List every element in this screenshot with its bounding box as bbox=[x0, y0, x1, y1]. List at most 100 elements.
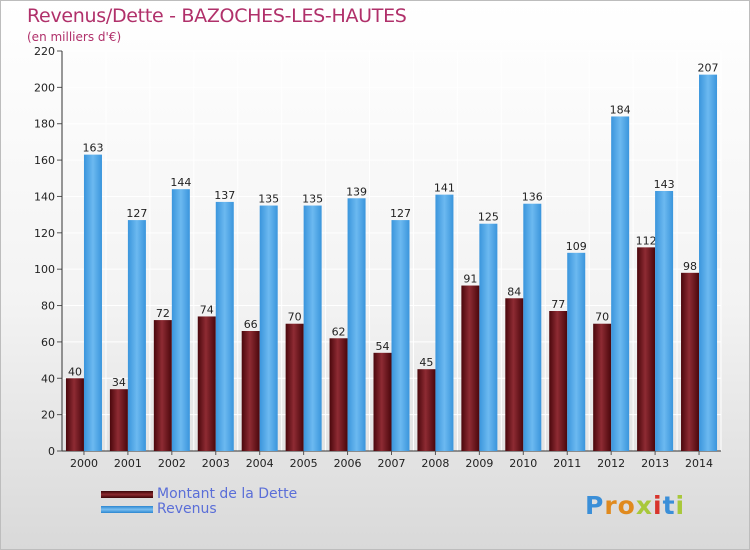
y-tick-label: 100 bbox=[34, 263, 55, 276]
bar-revenue bbox=[523, 203, 542, 451]
data-label-debt: 66 bbox=[244, 318, 258, 331]
data-label-debt: 72 bbox=[156, 307, 170, 320]
bar-revenue bbox=[215, 201, 234, 451]
data-label-revenue: 144 bbox=[170, 176, 191, 189]
bar-revenue bbox=[699, 74, 718, 452]
data-label-revenue: 143 bbox=[654, 178, 675, 191]
x-tick-label: 2001 bbox=[114, 457, 142, 470]
y-tick-label: 220 bbox=[34, 45, 55, 58]
bar-debt bbox=[109, 389, 128, 451]
data-label-debt: 98 bbox=[683, 260, 697, 273]
y-tick-label: 80 bbox=[41, 300, 55, 313]
y-tick-label: 140 bbox=[34, 190, 55, 203]
bar-debt bbox=[65, 378, 84, 451]
data-label-debt: 84 bbox=[507, 285, 521, 298]
chart-subtitle: (en milliers d'€) bbox=[27, 30, 122, 44]
data-label-revenue: 184 bbox=[610, 103, 631, 116]
bar-revenue bbox=[611, 116, 630, 452]
bar-revenue bbox=[171, 189, 190, 451]
data-label-debt: 62 bbox=[332, 325, 346, 338]
bar-revenue bbox=[127, 220, 146, 451]
data-label-debt: 70 bbox=[288, 311, 302, 324]
y-tick-label: 0 bbox=[48, 445, 55, 458]
logo-letter: i bbox=[675, 491, 686, 520]
y-tick-label: 160 bbox=[34, 154, 55, 167]
data-label-debt: 54 bbox=[376, 340, 390, 353]
data-label-revenue: 136 bbox=[522, 191, 543, 204]
x-tick-label: 2009 bbox=[465, 457, 493, 470]
data-label-revenue: 163 bbox=[82, 142, 103, 155]
data-label-debt: 45 bbox=[419, 356, 433, 369]
bar-revenue bbox=[479, 223, 498, 451]
data-label-debt: 34 bbox=[112, 376, 126, 389]
data-label-revenue: 125 bbox=[478, 211, 499, 224]
bar-revenue bbox=[435, 194, 454, 452]
data-label-debt: 91 bbox=[463, 273, 477, 286]
legend-label-debt: Montant de la Dette bbox=[157, 486, 298, 502]
x-tick-label: 2011 bbox=[553, 457, 581, 470]
legend-swatch-revenue bbox=[101, 506, 153, 513]
data-label-revenue: 127 bbox=[390, 207, 411, 220]
bar-revenue bbox=[259, 205, 278, 451]
bar-debt bbox=[505, 298, 524, 451]
x-tick-label: 2008 bbox=[421, 457, 449, 470]
logo-letter: x bbox=[635, 491, 653, 520]
bar-debt bbox=[461, 285, 480, 451]
x-tick-label: 2007 bbox=[378, 457, 406, 470]
x-tick-label: 2004 bbox=[246, 457, 274, 470]
x-tick-label: 2000 bbox=[70, 457, 98, 470]
y-tick-label: 200 bbox=[34, 81, 55, 94]
y-tick-label: 120 bbox=[34, 227, 55, 240]
bar-revenue bbox=[347, 198, 366, 451]
x-tick-label: 2013 bbox=[641, 457, 669, 470]
data-label-revenue: 109 bbox=[566, 240, 587, 253]
bar-debt bbox=[681, 272, 700, 451]
data-label-debt: 112 bbox=[636, 234, 657, 247]
bar-debt bbox=[241, 331, 260, 451]
bar-debt bbox=[153, 320, 172, 451]
bar-debt bbox=[593, 323, 612, 451]
bar-debt bbox=[373, 352, 392, 451]
bar-revenue bbox=[83, 154, 102, 452]
bar-debt bbox=[197, 316, 216, 451]
bar-debt bbox=[637, 247, 656, 451]
x-tick-label: 2012 bbox=[597, 457, 625, 470]
data-label-revenue: 139 bbox=[346, 185, 367, 198]
proxiti-logo: Proxiti bbox=[585, 491, 685, 520]
logo-letter: o bbox=[617, 491, 636, 520]
bar-debt bbox=[285, 323, 304, 451]
x-tick-label: 2006 bbox=[334, 457, 362, 470]
data-label-revenue: 127 bbox=[126, 207, 147, 220]
y-tick-label: 40 bbox=[41, 372, 55, 385]
x-tick-label: 2002 bbox=[158, 457, 186, 470]
y-tick-label: 180 bbox=[34, 118, 55, 131]
bar-revenue bbox=[303, 205, 322, 451]
x-tick-label: 2010 bbox=[509, 457, 537, 470]
bar-revenue bbox=[567, 252, 586, 451]
bar-revenue bbox=[391, 220, 410, 451]
logo-letter: i bbox=[653, 491, 663, 520]
legend-swatch-debt bbox=[101, 491, 153, 498]
data-label-revenue: 137 bbox=[214, 189, 235, 202]
chart-title: Revenus/Dette - BAZOCHES-LES-HAUTES bbox=[27, 5, 407, 27]
x-tick-label: 2005 bbox=[290, 457, 318, 470]
logo-letter: P bbox=[585, 491, 605, 520]
x-tick-label: 2014 bbox=[685, 457, 713, 470]
data-label-revenue: 141 bbox=[434, 182, 455, 195]
y-tick-label: 20 bbox=[41, 409, 55, 422]
bar-debt bbox=[329, 338, 348, 451]
data-label-revenue: 135 bbox=[302, 193, 323, 206]
data-label-revenue: 135 bbox=[258, 193, 279, 206]
y-tick-label: 60 bbox=[41, 336, 55, 349]
bar-debt bbox=[417, 369, 436, 451]
x-tick-label: 2003 bbox=[202, 457, 230, 470]
data-label-debt: 74 bbox=[200, 303, 214, 316]
logo-letter: t bbox=[662, 491, 676, 520]
data-label-debt: 70 bbox=[595, 311, 609, 324]
logo-letter: r bbox=[604, 491, 618, 520]
legend-label-revenue: Revenus bbox=[157, 501, 217, 517]
data-label-debt: 77 bbox=[551, 298, 565, 311]
data-label-debt: 40 bbox=[68, 365, 82, 378]
